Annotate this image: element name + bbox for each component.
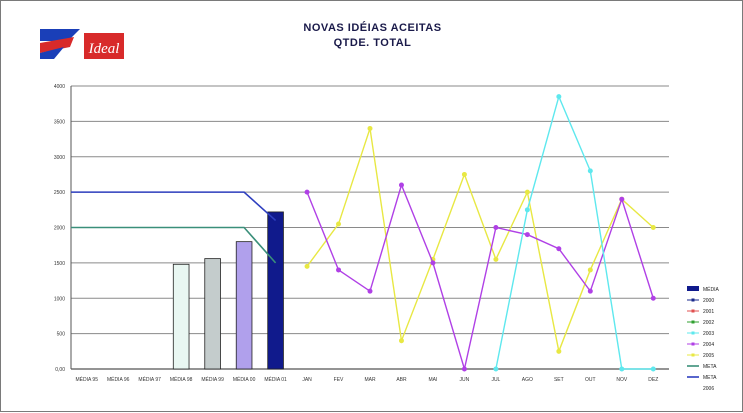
x-tick-label: MÉDIA 99 (201, 376, 224, 383)
y-tick-labels: 0,00 500 1000 1500 2000 2500 3000 3500 4000 (54, 84, 65, 373)
series-point (556, 94, 562, 100)
bars (172, 211, 284, 370)
legend-label: 2003 (703, 331, 714, 337)
series-point (367, 288, 373, 294)
legend-label: META (703, 375, 717, 381)
x-tick-label: MÉDIA 96 (107, 376, 130, 383)
legend-label: 2004 (703, 342, 714, 348)
series-point (619, 196, 625, 202)
series-point (493, 366, 499, 372)
series-line (306, 182, 654, 372)
chart-title-block: NOVAS IDÉIAS ACEITAS QTDE. TOTAL (1, 21, 743, 51)
legend-label: 2001 (703, 309, 714, 315)
legend-label: 2002 (703, 320, 714, 326)
legend-marker (691, 309, 695, 313)
x-tick-label: NOV (616, 377, 628, 383)
series-point (336, 221, 342, 227)
x-tick-label: SET (554, 377, 564, 383)
series-point (461, 366, 467, 372)
series-point (650, 225, 656, 230)
y-tick-label: 4000 (54, 84, 65, 90)
y-tick-label: 3500 (54, 119, 65, 125)
y-tick-label: 0,00 (55, 367, 65, 373)
series-point (430, 260, 436, 266)
x-tick-label: MAI (429, 377, 438, 383)
series-point (493, 256, 499, 262)
x-tick-label: MÉDIA 00 (233, 376, 256, 383)
y-tick-label: 1000 (54, 296, 65, 302)
series-point (587, 288, 593, 294)
ideal-logo: Ideal (40, 29, 124, 59)
legend-label: META (703, 364, 717, 370)
series-point (367, 125, 373, 131)
series-point (650, 366, 656, 372)
x-tick-label: JUL (491, 377, 500, 383)
x-tick-label: MÉDIA 97 (138, 376, 161, 383)
series-point (619, 366, 625, 372)
y-tick-label: 3000 (54, 155, 65, 161)
series-point (493, 225, 499, 230)
series-point (398, 338, 404, 344)
x-tick-label: ABR (396, 377, 407, 383)
bar (235, 241, 253, 370)
x-tick-label: JUN (460, 377, 470, 383)
series-point (524, 207, 530, 213)
legend-marker (691, 342, 695, 346)
series-point (587, 267, 593, 273)
y-tick-label: 500 (57, 332, 66, 338)
chart-subtitle: QTDE. TOTAL (333, 37, 412, 49)
legend-marker (691, 298, 695, 302)
target-line (71, 191, 277, 222)
y-tick-label: 2000 (54, 226, 65, 232)
target-line (71, 226, 277, 264)
series-point (524, 189, 530, 195)
series-point (556, 348, 562, 354)
series-point (304, 189, 310, 195)
y-tick-label: 1500 (54, 261, 65, 267)
series-line (306, 128, 654, 354)
chart-title: NOVAS IDÉIAS ACEITAS (303, 22, 442, 34)
x-tick-label: MÉDIA 98 (170, 376, 193, 383)
legend-swatch (687, 286, 699, 291)
bar (204, 258, 221, 370)
x-tick-label: MÉDIA 95 (75, 376, 98, 383)
series-point (398, 182, 404, 188)
bar (267, 211, 284, 370)
series-point (461, 171, 467, 177)
series-point (304, 263, 310, 269)
y-tick-label: 2500 (54, 190, 65, 196)
legend-marker (691, 353, 695, 357)
x-tick-labels: MÉDIA 95 MÉDIA 96 MÉDIA 97 MÉDIA 98 MÉDIA 99… (75, 376, 658, 383)
series-point (587, 168, 593, 174)
legend-label: 2006 (703, 386, 714, 392)
legend-marker (691, 320, 695, 324)
series-point (650, 295, 656, 301)
x-tick-label: AGO (522, 377, 533, 383)
monthly-series (304, 94, 656, 372)
x-tick-label: MÉDIA 01 (264, 376, 287, 383)
legend-label: MÉDIA (703, 286, 720, 293)
legend: MÉDIA 2000 2001 2002 2003 2004 2005 META META 200… (687, 286, 720, 392)
series-point (336, 267, 342, 273)
x-tick-label: JAN (302, 377, 312, 383)
series-point (524, 232, 530, 238)
x-tick-label: DEZ (648, 377, 658, 383)
legend-marker (691, 331, 695, 335)
series-line (495, 94, 654, 370)
x-tick-label: FEV (334, 377, 344, 383)
bar (172, 263, 190, 370)
legend-label: 2000 (703, 298, 714, 304)
x-tick-label: MAR (364, 377, 376, 383)
gridlines (70, 85, 669, 370)
logo-text: Ideal (88, 41, 120, 57)
x-tick-label: OUT (585, 377, 596, 383)
legend-label: 2005 (703, 353, 714, 359)
target-lines (71, 191, 277, 264)
series-point (556, 246, 562, 252)
